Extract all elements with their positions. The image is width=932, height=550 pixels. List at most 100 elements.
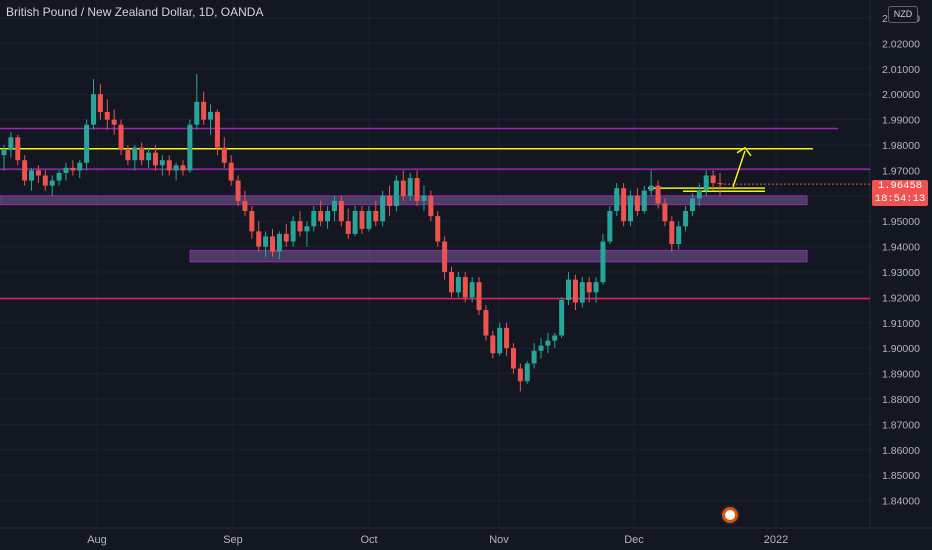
y-tick-label: 2.00000: [882, 89, 920, 101]
uk-flag-icon[interactable]: [720, 505, 740, 525]
x-tick-label: Oct: [360, 534, 377, 546]
x-tick-label: Nov: [489, 534, 509, 546]
x-tick-label: Dec: [624, 534, 644, 546]
candle-up: [455, 277, 461, 293]
candle-down: [428, 195, 434, 217]
candle-down: [283, 233, 289, 242]
candle-up: [8, 137, 14, 151]
candle-up: [132, 147, 138, 161]
candle-up: [614, 188, 620, 212]
candle-down: [662, 203, 668, 222]
candle-down: [504, 327, 510, 349]
candle-down: [338, 200, 344, 222]
candle-down: [710, 175, 716, 184]
candle-down: [510, 348, 516, 369]
candle-up: [407, 178, 413, 196]
candle-up: [545, 340, 551, 346]
candle-up: [559, 299, 565, 336]
candle-down: [400, 180, 406, 196]
candle-up: [290, 221, 296, 242]
candle-up: [676, 226, 682, 245]
candle-up: [641, 190, 647, 212]
candle-down: [97, 94, 103, 112]
candle-up: [421, 195, 427, 201]
y-tick-label: 1.97000: [882, 165, 920, 177]
candle-up: [607, 211, 613, 242]
candle-down: [717, 183, 723, 185]
candle-up: [393, 180, 399, 206]
y-tick-label: 2.02000: [882, 38, 920, 50]
candle-down: [586, 282, 592, 293]
candle-down: [483, 310, 489, 336]
y-tick-label: 1.85000: [882, 470, 920, 482]
last-price-value: 1.96458: [877, 180, 923, 192]
candle-down: [359, 211, 365, 229]
candle-up: [352, 211, 358, 234]
y-tick-label: 1.93000: [882, 267, 920, 279]
candle-up: [194, 101, 200, 125]
candle-down: [669, 221, 675, 245]
y-tick-label: 1.86000: [882, 445, 920, 457]
y-tick-label: 1.98000: [882, 140, 920, 152]
candle-up: [566, 279, 572, 300]
candle-down: [297, 221, 303, 232]
candle-up: [366, 211, 372, 229]
arrow-annotation-shaft: [732, 150, 746, 188]
candle-up: [683, 211, 689, 227]
candle-down: [242, 200, 248, 212]
candle-down: [249, 211, 255, 232]
candle-down: [256, 231, 262, 247]
candle-up: [469, 282, 475, 298]
x-tick-label: Aug: [87, 534, 107, 546]
candle-down: [655, 185, 661, 204]
candle-down: [180, 165, 186, 171]
candle-down: [490, 335, 496, 354]
candle-up: [146, 152, 152, 161]
candle-up: [689, 198, 695, 212]
currency-badge[interactable]: NZD: [888, 6, 918, 23]
candle-down: [462, 277, 468, 298]
candle-up: [325, 211, 331, 222]
candle-up: [696, 190, 702, 199]
candle-down: [166, 160, 172, 171]
candle-down: [476, 282, 482, 311]
candle-down: [235, 180, 241, 201]
y-tick-label: 1.94000: [882, 242, 920, 254]
candle-down: [214, 111, 220, 148]
candle-down: [318, 211, 324, 222]
candle-up: [29, 170, 35, 181]
candle-down: [111, 119, 117, 125]
candle-down: [70, 167, 76, 171]
candle-up: [84, 124, 90, 163]
y-tick-label: 1.91000: [882, 318, 920, 330]
y-tick-label: 1.99000: [882, 115, 920, 127]
support-zone: [189, 249, 808, 263]
candle-down: [104, 111, 110, 120]
y-tick-label: 1.88000: [882, 394, 920, 406]
candle-up: [49, 180, 55, 186]
candle-up: [600, 241, 606, 283]
y-tick-label: 2.01000: [882, 64, 920, 76]
candle-down: [435, 216, 441, 242]
candle-down: [449, 272, 454, 293]
candle-down: [634, 195, 640, 212]
candle-down: [373, 211, 379, 222]
chart-title: British Pound / New Zealand Dollar, 1D, …: [6, 5, 264, 19]
candle-up: [1, 150, 7, 156]
candle-down: [270, 236, 275, 252]
x-tick-label: Sep: [223, 534, 243, 546]
candle-up: [276, 233, 282, 252]
candle-up: [579, 282, 585, 303]
candle-up: [524, 363, 530, 382]
candle-down: [152, 152, 158, 166]
candle-up: [173, 165, 179, 171]
y-tick-label: 1.95000: [882, 216, 920, 228]
candle-up: [187, 124, 193, 171]
y-tick-label: 1.89000: [882, 369, 920, 381]
candle-up: [304, 226, 310, 232]
candle-down: [118, 124, 124, 151]
candle-up: [63, 167, 69, 173]
x-tick-label: 2022: [764, 534, 788, 546]
